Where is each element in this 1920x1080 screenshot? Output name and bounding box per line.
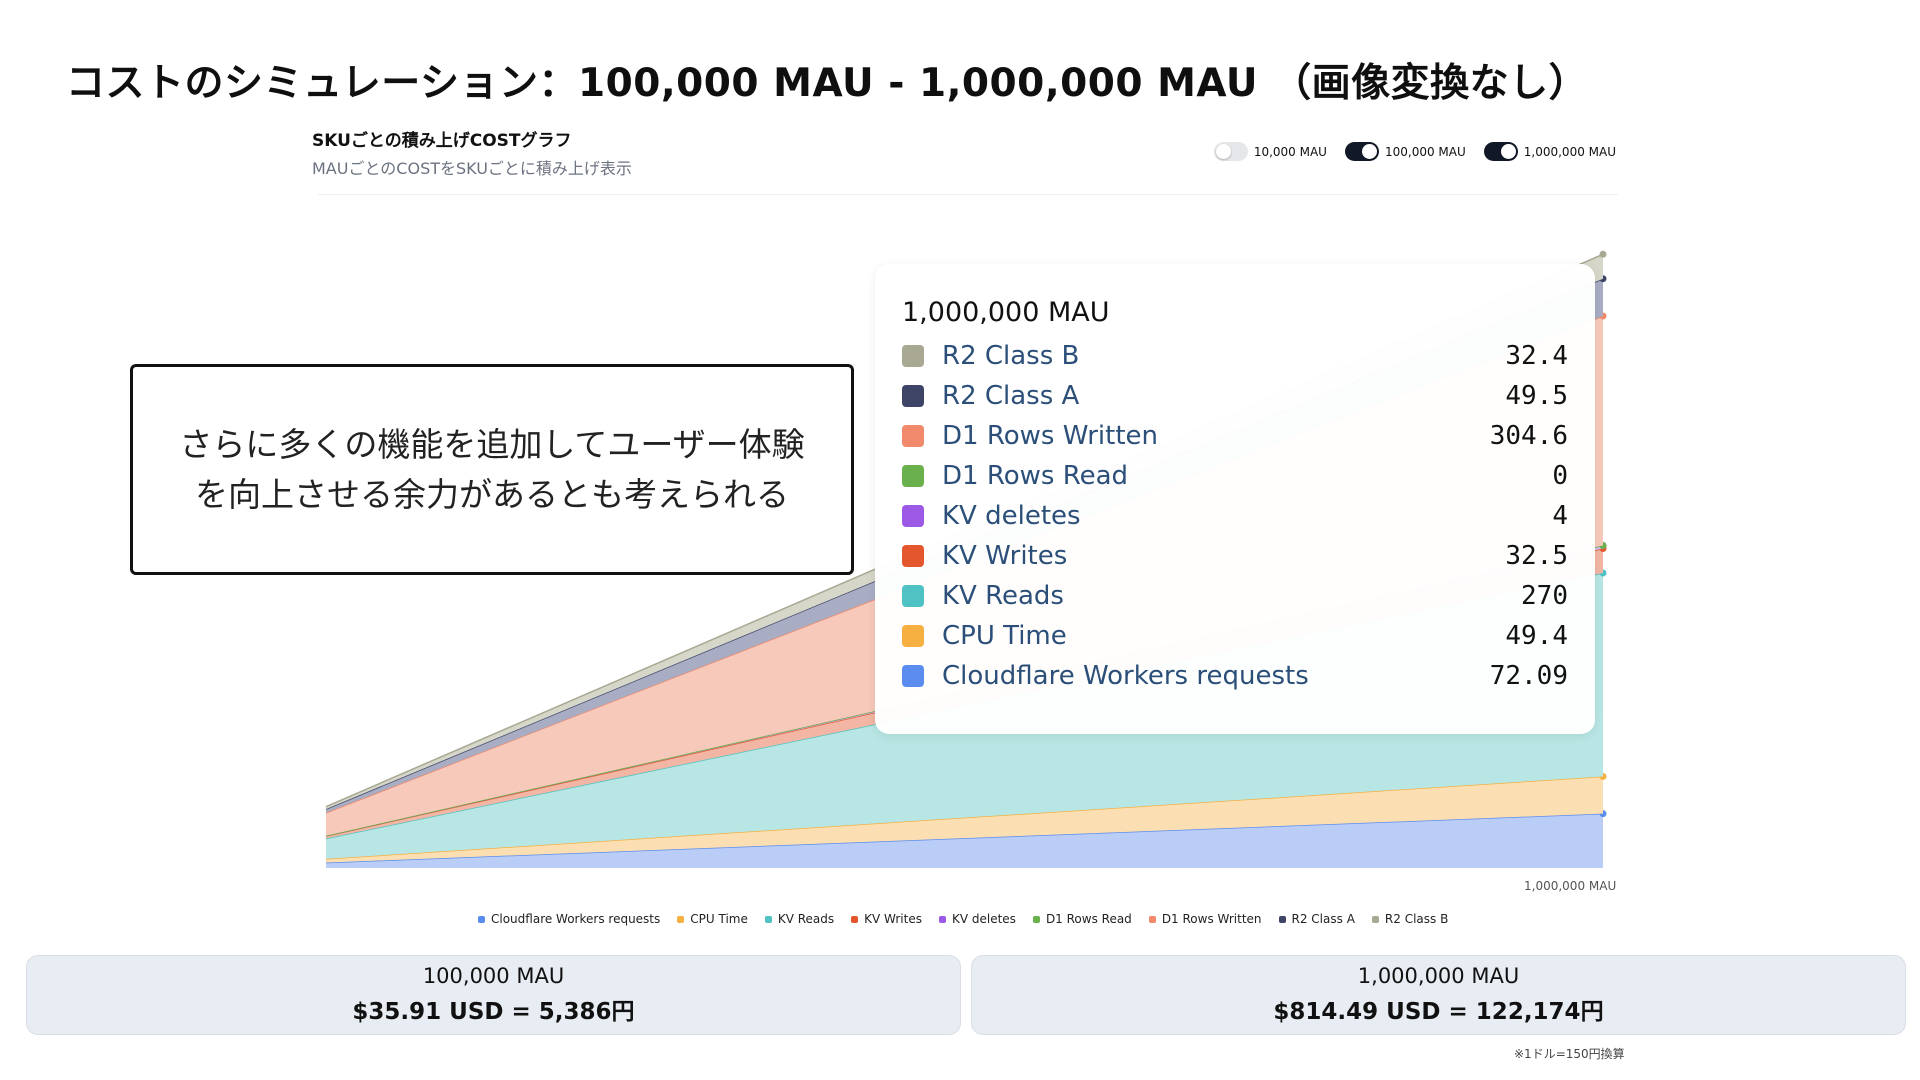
tooltip-series-name: CPU Time xyxy=(942,621,1067,651)
legend-dot xyxy=(1278,915,1286,923)
page-title: コストのシミュレーション：100,000 MAU - 1,000,000 MAU… xyxy=(66,61,1589,106)
toggle-label-10000: 10,000 MAU xyxy=(1253,144,1327,159)
legend-dot xyxy=(1371,915,1379,923)
tooltip-swatch xyxy=(902,465,924,487)
summary-card-label: 1,000,000 MAU xyxy=(1357,964,1520,988)
toggle-switch-1000000[interactable] xyxy=(1483,142,1518,161)
legend-item[interactable]: R2 Class A xyxy=(1278,912,1355,926)
tooltip-series-name: D1 Rows Written xyxy=(942,421,1159,451)
legend-item[interactable]: D1 Rows Read xyxy=(1032,912,1132,926)
legend-item[interactable]: CPU Time xyxy=(677,912,748,926)
tooltip-row: Cloudflare Workers requests 72.09 xyxy=(902,658,1568,694)
tooltip-row: KV Writes 32.5 xyxy=(902,538,1568,574)
toggle-switch-100000[interactable] xyxy=(1344,142,1379,161)
tooltip-swatch xyxy=(902,625,924,647)
tooltip-title: 1,000,000 MAU xyxy=(902,297,1110,328)
tooltip-row: R2 Class A 49.5 xyxy=(902,378,1568,414)
toggle-100000-mau[interactable]: 100,000 MAU xyxy=(1344,142,1466,161)
footnote: ※1ドル=150円換算 xyxy=(1514,1047,1625,1061)
tooltip-row: KV Reads 270 xyxy=(902,578,1568,614)
legend-label: D1 Rows Written xyxy=(1161,912,1262,926)
chart-legend: Cloudflare Workers requests CPU Time KV Re… xyxy=(478,912,1448,926)
tooltip-row: CPU Time 49.4 xyxy=(902,618,1568,654)
tooltip-series-name: KV deletes xyxy=(942,501,1081,531)
summary-card-100000: 100,000 MAU $35.91 USD = 5,386円 xyxy=(26,955,961,1035)
toggle-10000-mau[interactable]: 10,000 MAU xyxy=(1213,142,1327,161)
chart-subtitle: MAUごとのCOSTをSKUごとに積み上げ表示 xyxy=(312,159,632,178)
tooltip-swatch xyxy=(902,665,924,687)
legend-dot xyxy=(1148,915,1156,923)
mau-toggle-group: 10,000 MAU 100,000 MAU 1,000,000 MAU xyxy=(1213,142,1616,161)
legend-label: KV deletes xyxy=(951,912,1016,926)
point-r2-class-b[interactable] xyxy=(1599,250,1607,258)
header-divider xyxy=(318,194,1618,195)
legend-label: CPU Time xyxy=(690,912,748,926)
legend-dot xyxy=(764,915,772,923)
legend-item[interactable]: R2 Class B xyxy=(1371,912,1449,926)
area-cloudflare-workers-requests xyxy=(326,813,1603,868)
tooltip-swatch xyxy=(902,425,924,447)
toggle-label-100000: 100,000 MAU xyxy=(1384,144,1466,159)
legend-label: R2 Class A xyxy=(1291,912,1355,926)
legend-item[interactable]: KV Reads xyxy=(764,912,835,926)
legend-item[interactable]: KV deletes xyxy=(938,912,1016,926)
tooltip-series-value: 72.09 xyxy=(1489,661,1568,691)
legend-dot xyxy=(677,915,685,923)
x-tick-label: 1,000,000 MAU xyxy=(1524,879,1617,893)
summary-card-1000000: 1,000,000 MAU $814.49 USD = 122,174円 xyxy=(971,955,1906,1035)
tooltip-series-name: Cloudflare Workers requests xyxy=(942,661,1309,691)
area-cpu-time xyxy=(326,776,1603,863)
tooltip-series-value: 4 xyxy=(1552,501,1568,531)
tooltip-series-name: D1 Rows Read xyxy=(942,461,1129,491)
tooltip-series-value: 0 xyxy=(1552,461,1568,491)
tooltip-series-value: 304.6 xyxy=(1489,421,1568,451)
chart-title: SKUごとの積み上げCOSTグラフ xyxy=(312,131,572,151)
tooltip-row: KV deletes 4 xyxy=(902,498,1568,534)
legend-dot xyxy=(478,915,485,923)
tooltip-row: R2 Class B 32.4 xyxy=(902,338,1568,374)
legend-item[interactable]: D1 Rows Written xyxy=(1148,912,1262,926)
chart-tooltip: 1,000,000 MAU R2 Class B 32.4 R2 Class A 49… xyxy=(875,264,1595,734)
legend-label: KV Reads xyxy=(777,912,835,926)
tooltip-swatch xyxy=(902,345,924,367)
tooltip-series-value: 32.4 xyxy=(1505,341,1568,371)
legend-item[interactable]: Cloudflare Workers requests xyxy=(478,912,660,926)
callout-line-1: さらに多くの機能を追加してユーザー体験 xyxy=(179,424,805,464)
summary-card-value: $35.91 USD = 5,386円 xyxy=(352,999,635,1025)
tooltip-series-value: 32.5 xyxy=(1505,541,1568,571)
tooltip-series-name: KV Writes xyxy=(942,541,1068,571)
tooltip-series-name: KV Reads xyxy=(942,581,1064,611)
tooltip-swatch xyxy=(902,585,924,607)
legend-dot xyxy=(851,915,859,923)
legend-label: R2 Class B xyxy=(1384,912,1449,926)
tooltip-swatch xyxy=(902,505,924,527)
toggle-label-1000000: 1,000,000 MAU xyxy=(1523,144,1616,159)
callout-box: さらに多くの機能を追加してユーザー体験 を向上させる余力があるとも考えられる xyxy=(130,364,854,575)
legend-label: Cloudflare Workers requests xyxy=(491,912,661,926)
legend-dot xyxy=(1032,915,1040,923)
legend-label: D1 Rows Read xyxy=(1045,912,1132,926)
tooltip-series-name: R2 Class A xyxy=(942,381,1080,411)
toggle-1000000-mau[interactable]: 1,000,000 MAU xyxy=(1483,142,1616,161)
tooltip-series-value: 49.5 xyxy=(1505,381,1568,411)
tooltip-swatch xyxy=(902,545,924,567)
tooltip-row: D1 Rows Written 304.6 xyxy=(902,418,1568,454)
tooltip-row: D1 Rows Read 0 xyxy=(902,458,1568,494)
legend-item[interactable]: KV Writes xyxy=(851,912,922,926)
summary-card-label: 100,000 MAU xyxy=(422,964,565,988)
tooltip-series-value: 49.4 xyxy=(1505,621,1568,651)
legend-dot xyxy=(938,915,946,923)
legend-label: KV Writes xyxy=(864,912,922,926)
toggle-switch-10000[interactable] xyxy=(1213,142,1248,161)
summary-card-value: $814.49 USD = 122,174円 xyxy=(1273,999,1604,1025)
tooltip-series-name: R2 Class B xyxy=(942,341,1080,371)
tooltip-swatch xyxy=(902,385,924,407)
callout-line-2: を向上させる余力があるとも考えられる xyxy=(195,474,789,514)
tooltip-series-value: 270 xyxy=(1521,581,1568,611)
